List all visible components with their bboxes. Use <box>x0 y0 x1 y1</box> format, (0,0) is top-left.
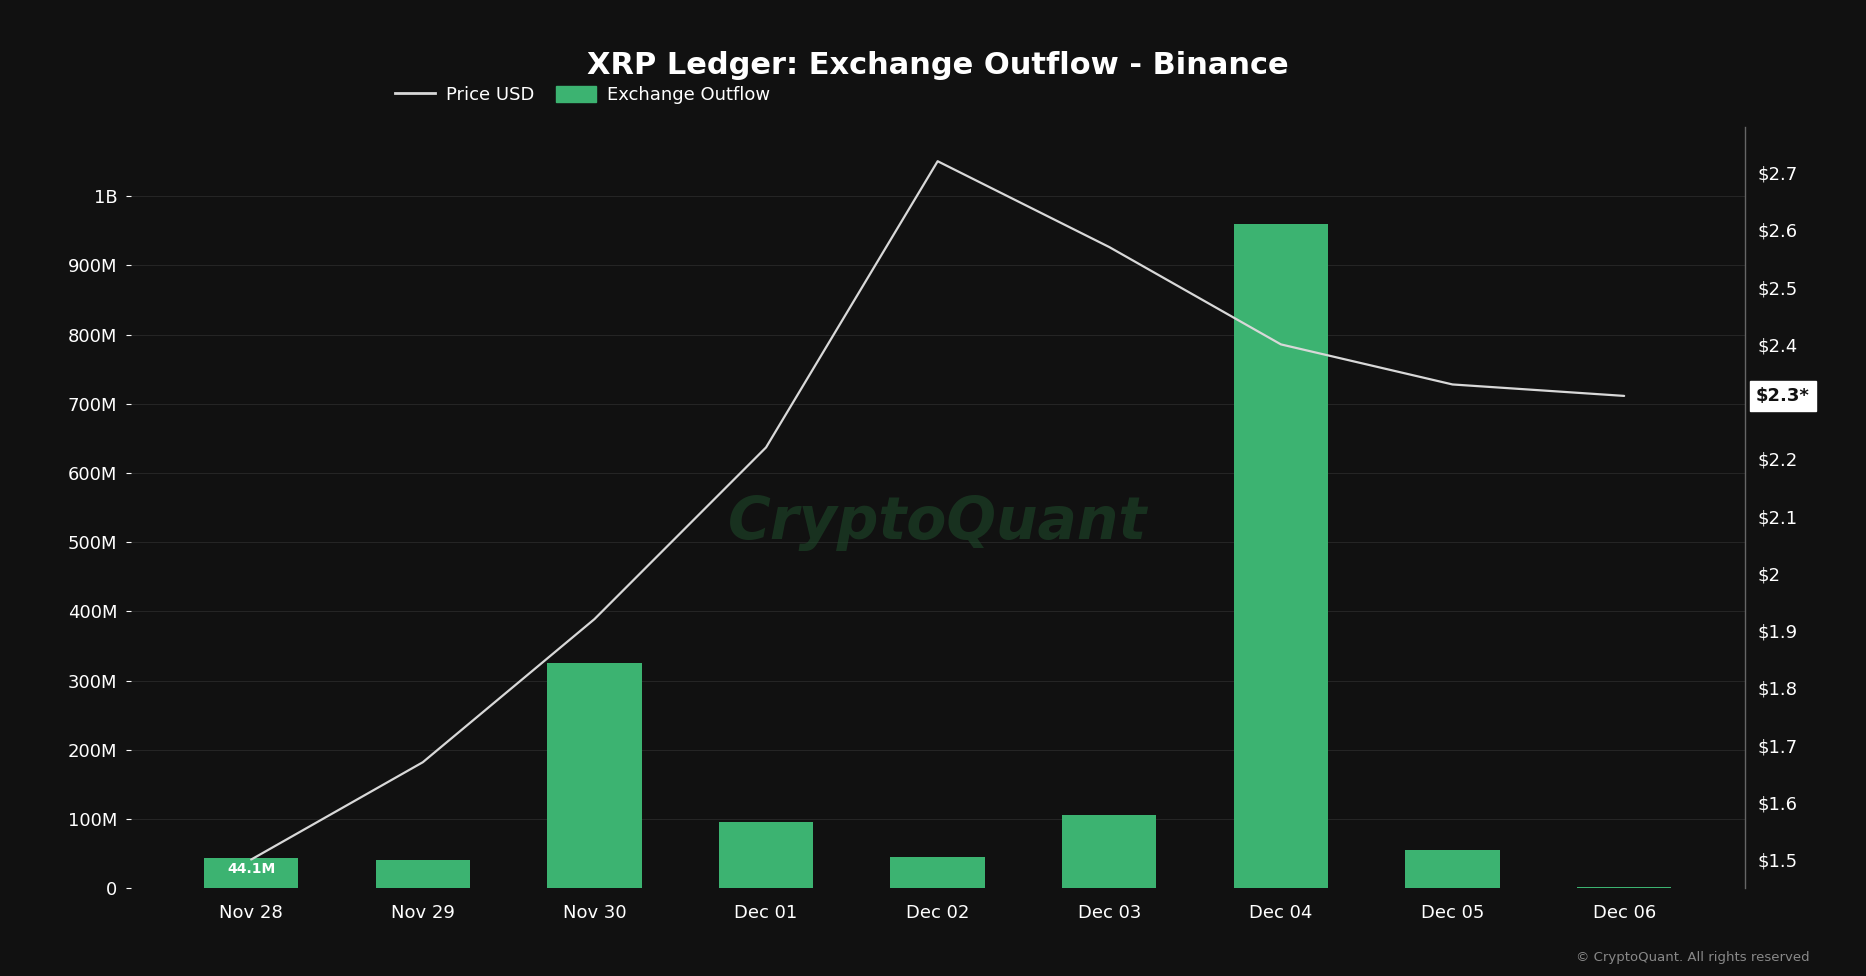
Text: $2.3*: $2.3* <box>1756 386 1810 405</box>
Bar <box>203 858 299 888</box>
Bar <box>890 857 985 888</box>
Bar <box>1405 850 1500 888</box>
Bar <box>375 861 470 888</box>
Title: XRP Ledger: Exchange Outflow - Binance: XRP Ledger: Exchange Outflow - Binance <box>586 51 1289 80</box>
Text: CryptoQuant: CryptoQuant <box>728 494 1148 551</box>
Bar <box>547 664 642 888</box>
Bar <box>718 823 814 888</box>
Text: © CryptoQuant. All rights reserved: © CryptoQuant. All rights reserved <box>1577 952 1810 964</box>
Bar <box>1577 887 1672 888</box>
Bar <box>1062 816 1157 888</box>
Legend: Price USD, Exchange Outflow: Price USD, Exchange Outflow <box>388 79 776 111</box>
Bar <box>1233 224 1329 888</box>
Text: 44.1M: 44.1M <box>228 862 276 875</box>
